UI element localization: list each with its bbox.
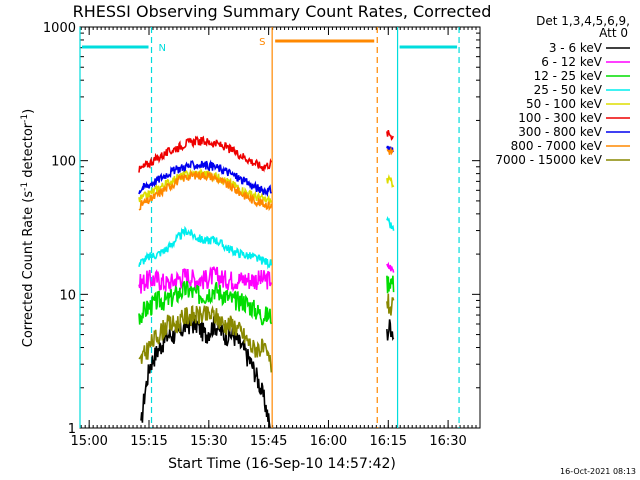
x-axis-label: Start Time (16-Sep-10 14:57:42) [168, 456, 396, 472]
series-4 [138, 215, 395, 270]
series-line [138, 280, 273, 326]
series-line [386, 293, 395, 316]
legend-label: 300 - 800 keV [518, 125, 602, 139]
series-6 [138, 129, 394, 173]
x-tick-label: 15:00 [70, 434, 107, 449]
series-line [140, 315, 271, 429]
series-7 [138, 145, 395, 198]
legend-label: 25 - 50 keV [534, 83, 603, 97]
y-tick-label: 1000 [43, 21, 76, 36]
x-tick-label: 16:00 [310, 434, 347, 449]
series-line [138, 159, 272, 198]
y-axis-label-main: Corrected Count Rate (s [21, 191, 36, 348]
legend-header-att: Att 0 [599, 26, 628, 40]
y-axis-label-sup1: -1 [20, 182, 30, 191]
series-2 [138, 261, 395, 294]
series-line [386, 129, 394, 141]
y-tick-label: 100 [51, 155, 76, 170]
series-line [386, 215, 395, 231]
series-line [386, 319, 395, 341]
series-line [138, 167, 273, 205]
legend-label: 3 - 6 keV [549, 41, 603, 55]
series-line [386, 275, 395, 294]
legend-label: 50 - 100 keV [526, 97, 603, 111]
x-tick-label: 16:15 [370, 434, 407, 449]
series-line [386, 174, 395, 189]
legend-label: 800 - 7000 keV [511, 139, 603, 153]
series-line [386, 261, 395, 273]
y-axis-label: Corrected Count Rate (s-1 detector-1) [20, 109, 36, 347]
saa-label: S [259, 37, 265, 48]
series-line [138, 169, 273, 212]
y-tick-label: 10 [59, 288, 76, 303]
y-axis-label-mid: detector [21, 122, 36, 182]
series-line [138, 225, 273, 270]
series-9 [138, 293, 395, 373]
y-axis-label-sup2: -1 [20, 114, 30, 123]
plot-frame [79, 26, 481, 429]
x-tick-label: 15:15 [130, 434, 167, 449]
plot-region: 1 10 100 1000 15:00 15:15 15:30 15:45 16:00 16:15… [43, 21, 481, 449]
series-3 [138, 275, 395, 326]
y-axis-label-end: ) [21, 109, 36, 114]
series-1 [140, 315, 395, 429]
series-line [138, 266, 273, 294]
legend-label: 100 - 300 keV [518, 111, 602, 125]
chart-title: RHESSI Observing Summary Count Rates, Co… [73, 2, 492, 21]
series-5 [138, 167, 395, 205]
legend-label: 12 - 25 keV [534, 69, 603, 83]
x-tick-label: 15:45 [250, 434, 287, 449]
footer-date: 16-Oct-2021 08:13 [560, 467, 636, 476]
series-line [386, 146, 394, 156]
series-line [386, 145, 395, 154]
series-line [138, 135, 273, 173]
series-line [138, 304, 273, 373]
night-label: N [159, 43, 166, 54]
legend-header: Det 1,3,4,5,6,9, [536, 14, 630, 28]
legend-label: 7000 - 15000 keV [495, 153, 602, 167]
y-tick-label: 1 [68, 422, 76, 437]
x-tick-label: 15:30 [190, 434, 227, 449]
x-tick-label: 16:30 [429, 434, 466, 449]
legend-label: 6 - 12 keV [541, 55, 603, 69]
series-8 [138, 146, 394, 212]
